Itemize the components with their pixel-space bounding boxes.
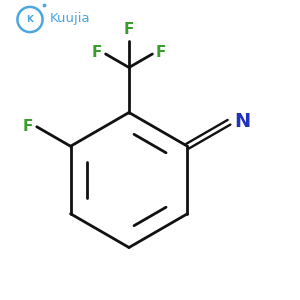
Text: F: F: [156, 45, 166, 60]
Text: F: F: [22, 119, 33, 134]
Text: Kuujia: Kuujia: [50, 12, 91, 25]
Text: K: K: [26, 15, 34, 24]
Text: F: F: [92, 45, 102, 60]
Text: F: F: [124, 22, 134, 37]
Text: N: N: [234, 112, 251, 130]
